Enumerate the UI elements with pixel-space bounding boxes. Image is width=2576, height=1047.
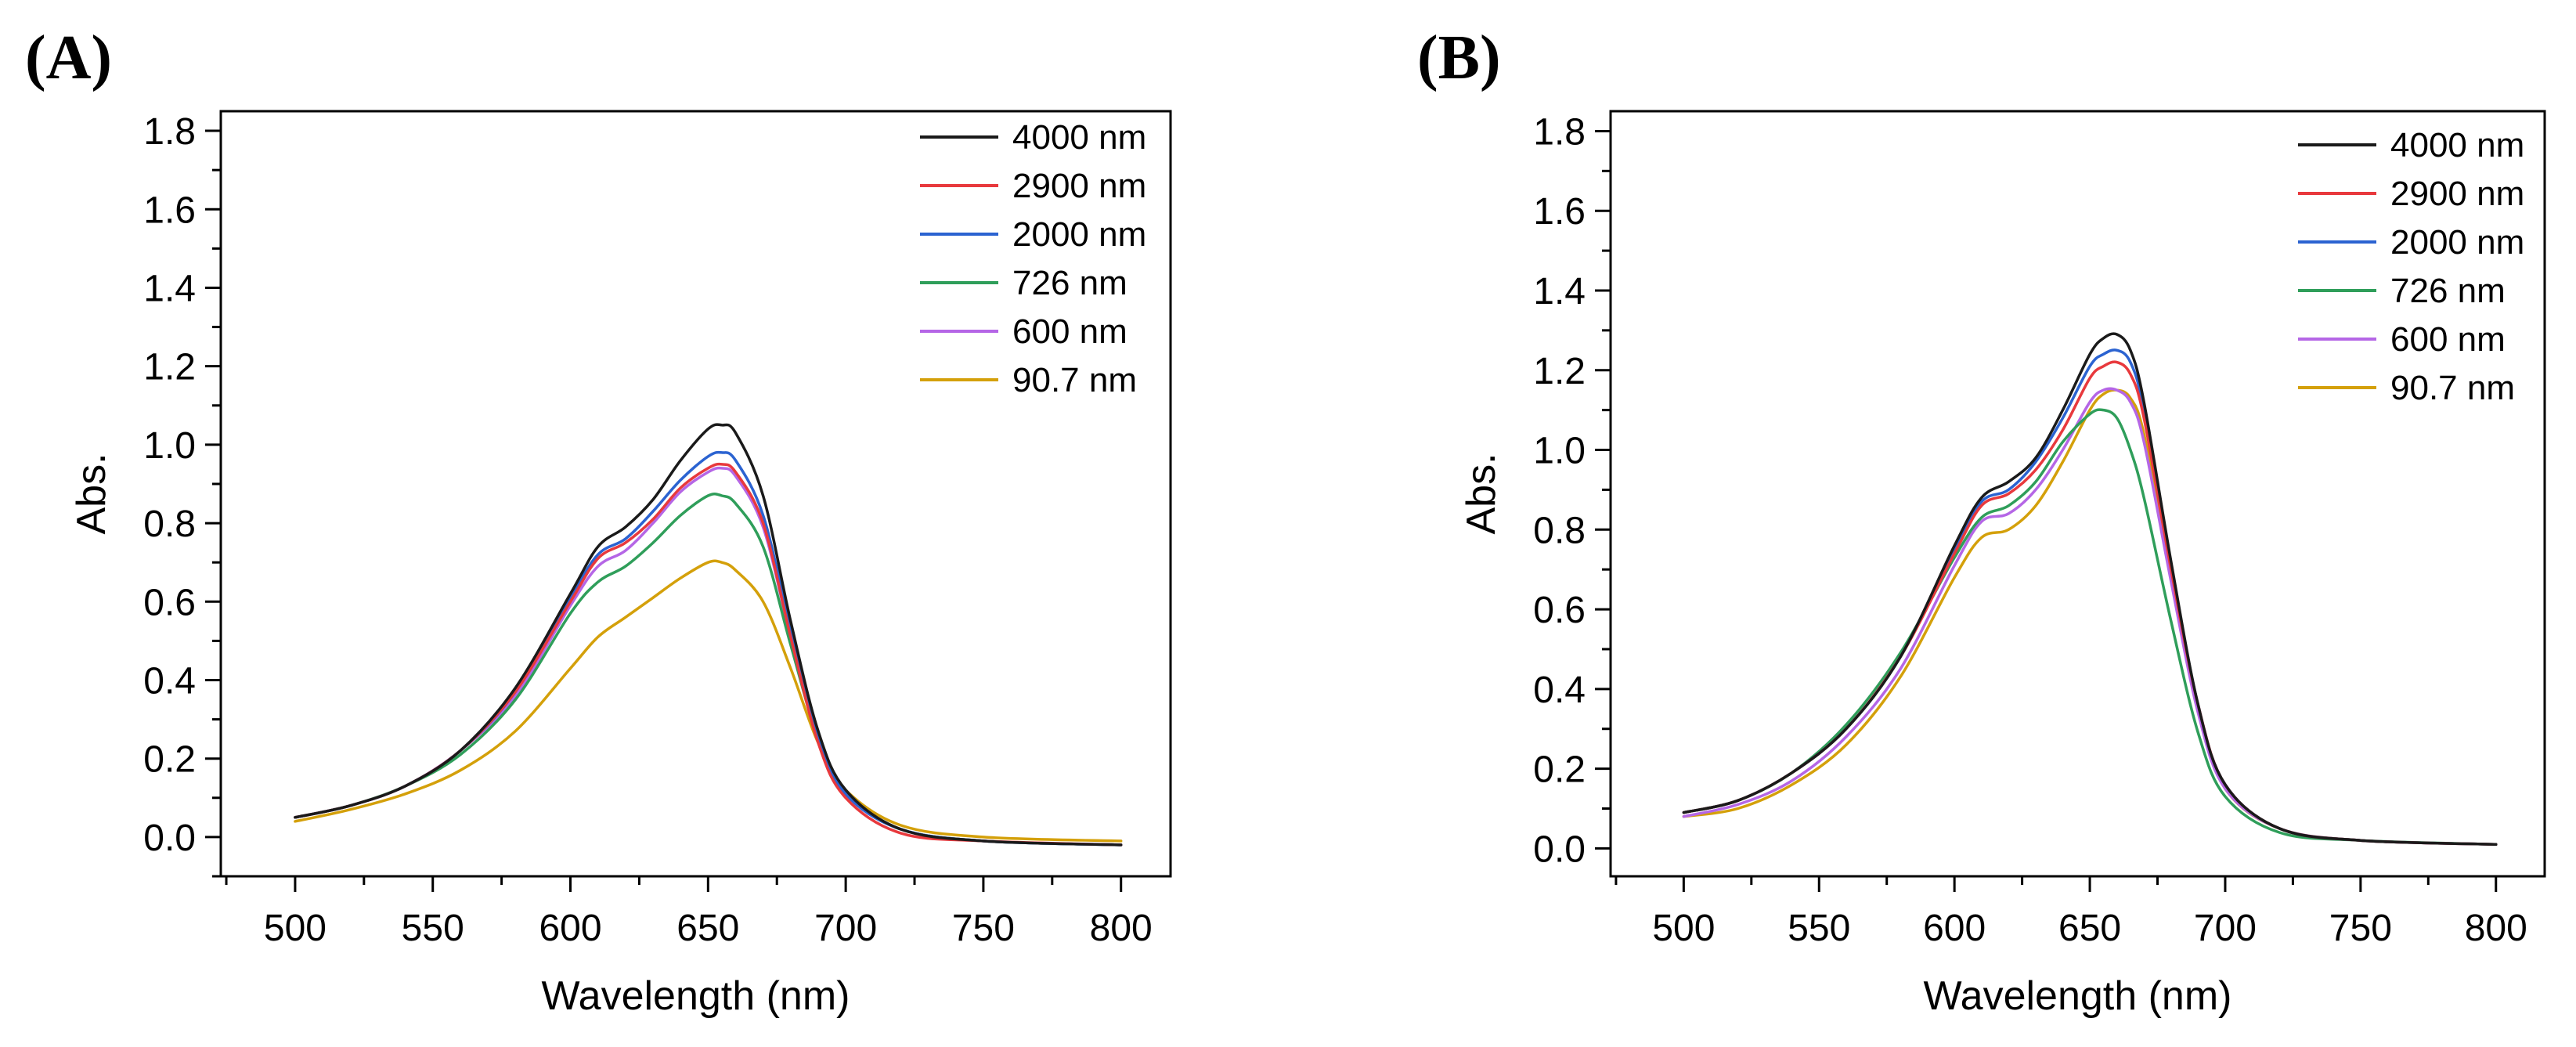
x-axis-title: Wavelength (nm) [542, 973, 850, 1019]
series-line-4000-nm [294, 423, 1123, 847]
x-tick-label: 700 [2194, 908, 2257, 949]
x-tick-label: 600 [539, 908, 601, 949]
legend: 4000 nm 2900 nm 2000 nm 726 nm 600 nm 90.7 nm [2298, 126, 2524, 407]
legend-label: 2900 nm [1012, 167, 1146, 205]
y-tick-label: 0.2 [143, 739, 196, 781]
y-tick-label: 1.2 [143, 347, 196, 388]
series-line-2000-nm [294, 450, 1123, 847]
x-tick-label: 550 [402, 908, 464, 949]
y-tick-label: 0.0 [1533, 829, 1586, 870]
y-tick-label: 1.0 [143, 425, 196, 467]
y-tick-label: 0.4 [1533, 670, 1586, 711]
x-tick-label: 550 [1788, 908, 1850, 949]
series-line-90-7-nm [294, 559, 1123, 843]
series-line-4000-nm [1682, 332, 2498, 847]
legend-label: 2900 nm [2390, 175, 2524, 213]
legend-label: 600 nm [2390, 320, 2506, 359]
panel-label: (A) [25, 23, 112, 92]
y-tick-label: 0.8 [1533, 510, 1586, 551]
x-tick-label: 750 [2329, 908, 2392, 949]
y-tick-label: 1.8 [1533, 111, 1586, 153]
x-axis-title: Wavelength (nm) [1924, 973, 2232, 1019]
series-line-90-7-nm [1682, 388, 2498, 847]
y-tick-label: 0.8 [143, 504, 196, 545]
series-line-726-nm [1682, 408, 2498, 847]
y-tick-label: 1.4 [1533, 271, 1586, 312]
legend-label: 90.7 nm [1012, 361, 1137, 399]
legend-label: 4000 nm [2390, 126, 2524, 164]
series-group [294, 423, 1123, 847]
legend: 4000 nm 2900 nm 2000 nm 726 nm 600 nm 90.7 nm [920, 118, 1146, 399]
x-tick-label: 700 [814, 908, 877, 949]
legend-label: 90.7 nm [2390, 369, 2515, 407]
y-tick-label: 0.6 [1533, 590, 1586, 631]
legend-label: 600 nm [1012, 312, 1127, 351]
x-tick-label: 750 [952, 908, 1015, 949]
series-line-726-nm [294, 492, 1123, 847]
chart-panel-a: (A) 500 550 600 650 700 750 800 0.0 0.2 0.4 0.6 0.8 1… [25, 23, 1172, 1019]
y-tick-label: 0.6 [143, 582, 196, 623]
legend-label: 726 nm [2390, 272, 2506, 310]
plot-frame [1609, 110, 2546, 878]
x-tick-label: 500 [1652, 908, 1715, 949]
y-axis-title: Abs. [69, 453, 114, 534]
y-tick-label: 1.4 [143, 268, 196, 309]
panel-label: (B) [1417, 23, 1501, 92]
series-group [1682, 332, 2498, 847]
x-tick-label: 500 [264, 908, 327, 949]
y-tick-label: 0.4 [143, 660, 196, 702]
y-tick-label: 1.6 [143, 190, 196, 231]
series-line-600-nm [1682, 387, 2498, 847]
plot-frame [219, 110, 1172, 878]
legend-label: 2000 nm [1012, 215, 1146, 254]
legend-label: 4000 nm [1012, 118, 1146, 157]
y-axis-title: Abs. [1459, 453, 1504, 534]
x-tick-label: 600 [1923, 908, 1986, 949]
y-tick-label: 1.2 [1533, 351, 1586, 392]
legend-label: 2000 nm [2390, 223, 2524, 262]
y-tick-label: 1.0 [1533, 431, 1586, 472]
x-tick-label: 650 [2058, 908, 2121, 949]
y-tick-label: 0.0 [143, 818, 196, 859]
y-tick-label: 1.6 [1533, 191, 1586, 233]
legend-label: 726 nm [1012, 264, 1127, 302]
y-tick-label: 1.8 [143, 111, 196, 153]
x-tick-label: 800 [2465, 908, 2527, 949]
y-tick-label: 0.2 [1533, 749, 1586, 791]
chart-panel-b: (B) 500 550 600 650 700 750 800 0.0 0.2 0.4 0.6 0.8 1… [1417, 23, 2546, 1019]
x-tick-label: 800 [1090, 908, 1153, 949]
x-tick-label: 650 [676, 908, 739, 949]
